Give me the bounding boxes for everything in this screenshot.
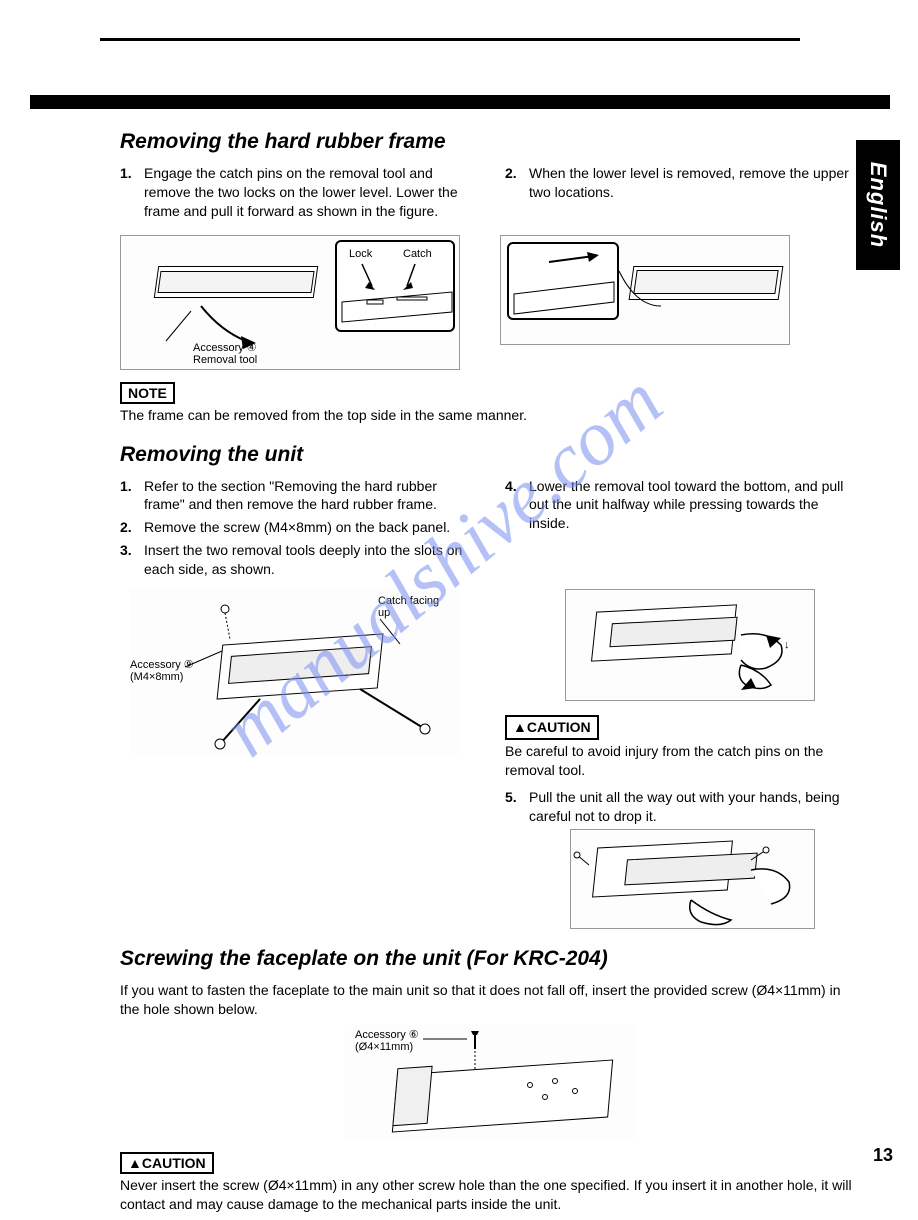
step-number: 2. xyxy=(120,518,138,537)
page-number: 13 xyxy=(873,1145,893,1166)
section3-title: Screwing the faceplate on the unit (For … xyxy=(120,947,860,971)
step-row: 5. Pull the unit all the way out with yo… xyxy=(505,788,860,826)
step-text: Remove the screw (M4×8mm) on the back pa… xyxy=(144,518,475,537)
step-text: When the lower level is removed, remove … xyxy=(529,164,860,202)
section2-top: 1. Refer to the section "Removing the ha… xyxy=(120,477,860,583)
step-row: 4. Lower the removal tool toward the bot… xyxy=(505,477,860,534)
step-text: Insert the two removal tools deeply into… xyxy=(144,541,475,579)
section2-diagram-left: Accessory ⑨ (M4×8mm) Catch facing up xyxy=(120,589,475,759)
section2-col-right-lower: ↓ ▲CAUTION Be careful to avoid injury fr… xyxy=(505,589,860,929)
step-row: 3. Insert the two removal tools deeply i… xyxy=(120,541,475,579)
diagram-upper-removal xyxy=(500,235,790,345)
section1-col-left: 1. Engage the catch pins on the removal … xyxy=(120,164,475,225)
fig-label-removal-tool: Removal tool xyxy=(193,354,257,366)
step-number: 3. xyxy=(120,541,138,579)
step-number: 2. xyxy=(505,164,523,202)
page-content: Removing the hard rubber frame 1. Engage… xyxy=(120,118,860,1220)
section2-col-right: 4. Lower the removal tool toward the bot… xyxy=(505,477,860,583)
step-row: 2. Remove the screw (M4×8mm) on the back… xyxy=(120,518,475,537)
diagram-faceplate-screw: Accessory ⑥ (Ø4×11mm) xyxy=(345,1025,635,1140)
section2-diagrams: Accessory ⑨ (M4×8mm) Catch facing up xyxy=(120,589,860,929)
top-rule xyxy=(100,38,800,41)
caution-text: Be careful to avoid injury from the catc… xyxy=(505,742,860,780)
step-number: 5. xyxy=(505,788,523,826)
section1-columns: 1. Engage the catch pins on the removal … xyxy=(120,164,860,225)
note-box: NOTE xyxy=(120,382,175,404)
step-number: 1. xyxy=(120,164,138,221)
step-text: Lower the removal tool toward the bottom… xyxy=(529,477,860,534)
step-row: 1. Engage the catch pins on the removal … xyxy=(120,164,475,221)
section3-body: If you want to fasten the faceplate to t… xyxy=(120,981,860,1019)
step-text: Refer to the section "Removing the hard … xyxy=(144,477,475,515)
language-tab-label: English xyxy=(865,162,891,248)
header-bar xyxy=(30,95,890,109)
diagram-pull-out xyxy=(570,829,815,929)
step-text: Engage the catch pins on the removal too… xyxy=(144,164,475,221)
note-text: The frame can be removed from the top si… xyxy=(120,406,860,425)
section1-title: Removing the hard rubber frame xyxy=(120,130,860,154)
step-number: 1. xyxy=(120,477,138,515)
section1-col-right: 2. When the lower level is removed, remo… xyxy=(505,164,860,225)
step-row: 1. Refer to the section "Removing the ha… xyxy=(120,477,475,515)
diagram-pull-halfway: ↓ xyxy=(565,589,815,701)
section3-diagram-wrap: Accessory ⑥ (Ø4×11mm) xyxy=(120,1025,860,1140)
section1-diagrams: Lock Catch Accessory ④ Removal tool xyxy=(120,235,860,370)
language-tab: English xyxy=(856,140,900,270)
step-row: 2. When the lower level is removed, remo… xyxy=(505,164,860,202)
step-number: 4. xyxy=(505,477,523,534)
section2-col-left: 1. Refer to the section "Removing the ha… xyxy=(120,477,475,583)
caution-box: ▲CAUTION xyxy=(505,715,599,740)
diagram-frame-removal: Lock Catch Accessory ④ Removal tool xyxy=(120,235,460,370)
step-text: Pull the unit all the way out with your … xyxy=(529,788,860,826)
svg-text:↓: ↓ xyxy=(784,639,790,651)
caution-box-2: ▲CAUTION xyxy=(120,1152,214,1174)
caution-text-2: Never insert the screw (Ø4×11mm) in any … xyxy=(120,1176,860,1214)
section2-title: Removing the unit xyxy=(120,443,860,467)
